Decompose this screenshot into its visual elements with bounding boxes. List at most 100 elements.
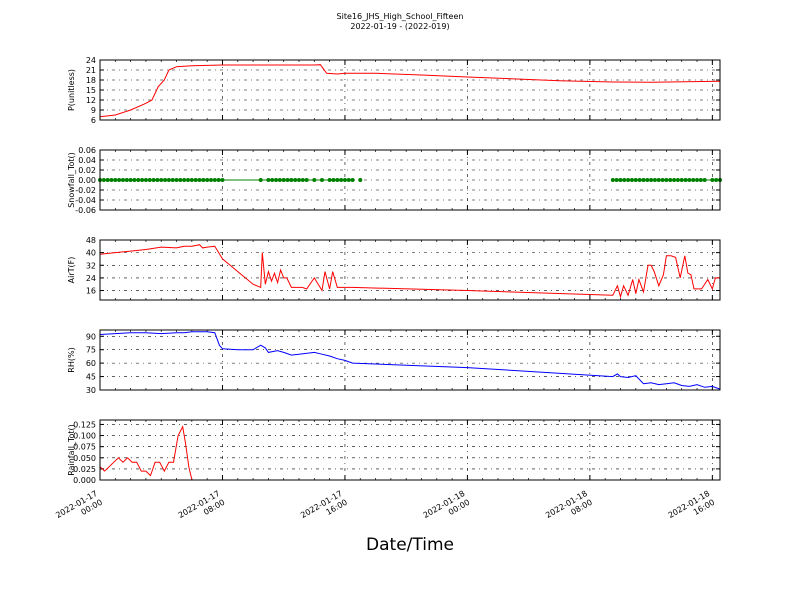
data-point — [346, 178, 351, 182]
data-point — [614, 178, 619, 182]
data-point — [120, 178, 125, 182]
y-tick-label: 24 — [86, 56, 96, 65]
data-point — [105, 178, 110, 182]
subplot-5: 0.000 0.025 0.050 0.075 0.100 0.125Rainfall_T… — [67, 419, 721, 485]
y-tick-label: 48 — [86, 236, 96, 245]
series-line — [99, 425, 720, 481]
data-point — [266, 178, 271, 182]
x-tick-label: 2022-01-1808:00 — [544, 489, 594, 529]
y-tick-label: 0.02 — [78, 166, 96, 175]
data-point — [189, 178, 194, 182]
data-point — [633, 178, 638, 182]
subplots: 691215182124P(unitless)-0.06-0.04-0.020.… — [67, 56, 722, 485]
data-point — [147, 178, 152, 182]
y-tick-label: 32 — [86, 261, 96, 270]
data-point — [113, 178, 118, 182]
data-point — [687, 178, 692, 182]
data-point — [319, 178, 324, 182]
data-point — [672, 178, 677, 182]
series-line — [99, 331, 721, 390]
series-line — [99, 64, 721, 118]
data-point — [304, 178, 309, 182]
y-tick-label: 0.025 — [73, 465, 96, 474]
data-point — [622, 178, 627, 182]
x-tick-label: 2022-01-1800:00 — [422, 489, 472, 529]
data-point — [216, 178, 221, 182]
y-tick-label: 90 — [86, 332, 96, 341]
data-point — [629, 178, 634, 182]
chart-title-line1: Site16_JHS_High_School_Fifteen — [337, 12, 464, 21]
data-point — [132, 178, 137, 182]
data-point — [327, 178, 332, 182]
data-point — [641, 178, 646, 182]
y-tick-label: 60 — [86, 359, 96, 368]
data-point — [649, 178, 654, 182]
data-point — [174, 178, 179, 182]
y-tick-label: -0.02 — [75, 186, 96, 195]
x-tick-label: 2022-01-1816:00 — [667, 489, 717, 529]
data-point — [136, 178, 141, 182]
data-point — [258, 178, 263, 182]
subplot-2: -0.06-0.04-0.020.000.020.040.06Snowfall_… — [67, 146, 722, 215]
data-point — [331, 178, 336, 182]
plot-frame — [99, 329, 721, 391]
subplot-4: 30 45 60 75 90 RH(%) — [67, 329, 721, 395]
data-point — [220, 178, 225, 182]
data-point — [350, 178, 355, 182]
y-tick-label: 0.125 — [73, 420, 96, 429]
data-point — [293, 178, 298, 182]
data-point — [163, 178, 168, 182]
y-tick-label: 0.000 — [73, 476, 96, 485]
data-point — [342, 178, 347, 182]
data-point — [300, 178, 305, 182]
data-point — [702, 178, 707, 182]
plot-frame — [99, 149, 721, 211]
x-tick-label: 2022-01-1716:00 — [299, 489, 349, 529]
y-tick-label: 40 — [86, 249, 96, 258]
data-point — [143, 178, 148, 182]
data-point — [182, 178, 187, 182]
y-axis-label: P(unitless) — [67, 69, 76, 111]
data-point — [358, 178, 363, 182]
data-point — [660, 178, 665, 182]
y-tick-label: 0.075 — [73, 443, 96, 452]
y-tick-label: -0.04 — [75, 196, 96, 205]
plot-frame — [99, 59, 721, 121]
data-point — [714, 178, 719, 182]
data-point — [270, 178, 275, 182]
data-point — [637, 178, 642, 182]
data-point — [691, 178, 696, 182]
data-point — [675, 178, 680, 182]
data-point — [201, 178, 206, 182]
data-point — [109, 178, 114, 182]
y-tick-label: 15 — [86, 86, 96, 95]
data-point — [610, 178, 615, 182]
data-point — [679, 178, 684, 182]
y-tick-label: 0.06 — [78, 146, 96, 155]
y-axis-label: AirT(F) — [67, 257, 76, 284]
data-point — [339, 178, 344, 182]
data-point — [101, 178, 106, 182]
data-point — [618, 178, 623, 182]
chart-title-line2: 2022-01-19 - (2022-019) — [350, 22, 449, 31]
y-axis-label: RH(%) — [67, 347, 76, 372]
y-tick-label: 16 — [86, 287, 96, 296]
y-axis-label: Rainfall_Tot() — [67, 424, 76, 476]
data-point — [668, 178, 673, 182]
x-tick-labels: 2022-01-1700:00 2022-01-1708:00 2022-01-17… — [54, 489, 717, 529]
data-point — [297, 178, 302, 182]
data-point — [277, 178, 282, 182]
y-tick-label: 0.050 — [73, 454, 96, 463]
data-point — [698, 178, 703, 182]
data-point — [140, 178, 145, 182]
y-tick-label: 0.00 — [78, 176, 96, 185]
y-tick-label: 0.100 — [73, 432, 96, 441]
data-point — [652, 178, 657, 182]
y-tick-label: 9 — [91, 106, 96, 115]
data-point — [289, 178, 294, 182]
data-point — [117, 178, 122, 182]
data-point — [285, 178, 290, 182]
x-tick-label: 2022-01-1700:00 — [54, 489, 104, 529]
data-point — [312, 178, 317, 182]
